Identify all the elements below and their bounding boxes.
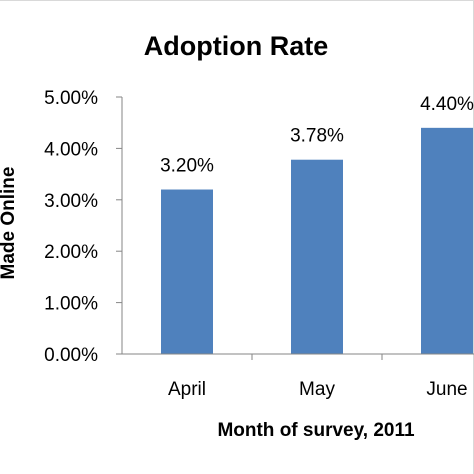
y-tick-label: 2.00% <box>44 242 98 263</box>
x-tick-label: April <box>168 379 206 400</box>
data-label: 4.40% <box>420 94 474 115</box>
y-tick-label: 3.00% <box>44 191 98 212</box>
x-axis-label: Month of survey, 2011 <box>217 420 415 441</box>
x-tick-label: May <box>299 379 335 400</box>
data-labels: 3.20% 3.78% 4.40% <box>160 94 474 177</box>
data-label: 3.78% <box>290 126 344 147</box>
x-axis: April May June <box>122 353 474 400</box>
chart-title: Adoption Rate <box>144 31 328 61</box>
bar-june <box>421 127 473 354</box>
y-tick-label: 0.00% <box>44 345 98 366</box>
bars <box>161 127 473 354</box>
bar-april <box>161 189 213 354</box>
bar-may <box>291 159 343 354</box>
y-axis: 0.00% 1.00% 2.00% 3.00% 4.00% 5.00% <box>44 88 123 366</box>
x-tick-label: June <box>426 379 467 400</box>
y-tick-label: 4.00% <box>44 139 98 160</box>
y-tick-label: 5.00% <box>44 88 98 109</box>
data-label: 3.20% <box>160 156 214 177</box>
y-tick-label: 1.00% <box>44 294 98 315</box>
y-axis-label: Made Online <box>0 167 19 280</box>
